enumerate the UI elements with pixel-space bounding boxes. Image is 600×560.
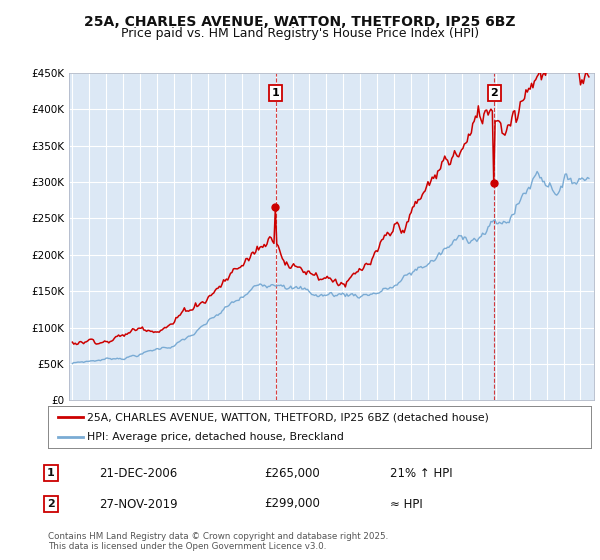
Text: 1: 1 bbox=[272, 88, 280, 98]
Text: 25A, CHARLES AVENUE, WATTON, THETFORD, IP25 6BZ: 25A, CHARLES AVENUE, WATTON, THETFORD, I… bbox=[84, 15, 516, 29]
Text: Price paid vs. HM Land Registry's House Price Index (HPI): Price paid vs. HM Land Registry's House … bbox=[121, 27, 479, 40]
Text: 2: 2 bbox=[491, 88, 498, 98]
Text: 2: 2 bbox=[47, 499, 55, 509]
Text: 27-NOV-2019: 27-NOV-2019 bbox=[99, 497, 178, 511]
Text: 1: 1 bbox=[47, 468, 55, 478]
Text: £299,000: £299,000 bbox=[264, 497, 320, 511]
Text: £265,000: £265,000 bbox=[264, 466, 320, 480]
Text: 21% ↑ HPI: 21% ↑ HPI bbox=[390, 466, 452, 480]
Text: ≈ HPI: ≈ HPI bbox=[390, 497, 423, 511]
Text: 21-DEC-2006: 21-DEC-2006 bbox=[99, 466, 177, 480]
Text: HPI: Average price, detached house, Breckland: HPI: Average price, detached house, Brec… bbox=[87, 432, 344, 442]
Text: 25A, CHARLES AVENUE, WATTON, THETFORD, IP25 6BZ (detached house): 25A, CHARLES AVENUE, WATTON, THETFORD, I… bbox=[87, 412, 489, 422]
Text: Contains HM Land Registry data © Crown copyright and database right 2025.
This d: Contains HM Land Registry data © Crown c… bbox=[48, 532, 388, 552]
